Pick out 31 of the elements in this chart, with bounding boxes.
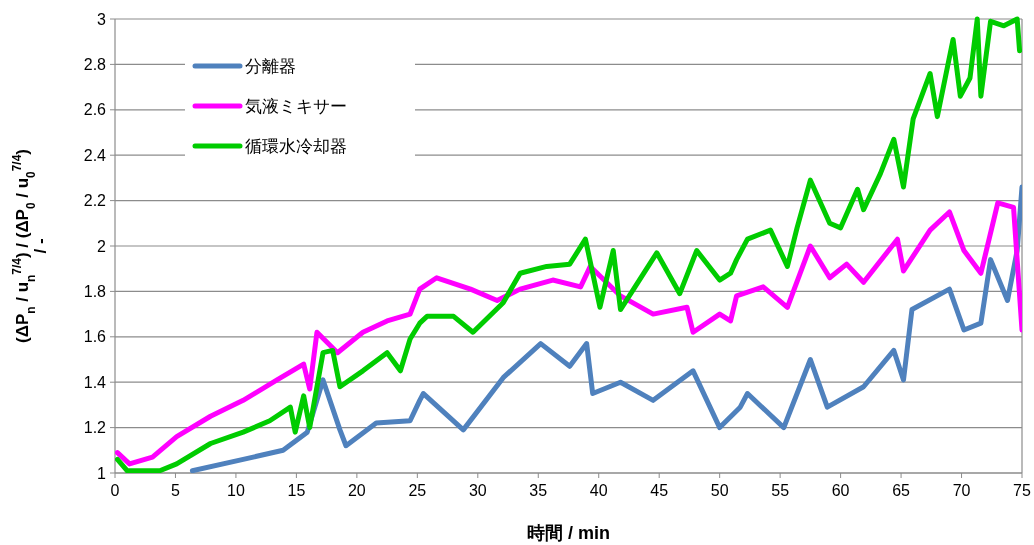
x-tick-label: 70 <box>952 482 971 499</box>
legend-label: 気液ミキサー <box>245 96 347 116</box>
x-tick-label: 50 <box>710 482 729 499</box>
y-tick-label: 2.6 <box>83 101 107 119</box>
x-axis-title: 時間 / min <box>526 523 611 543</box>
x-tick-label: 35 <box>529 482 548 499</box>
y-tick-label: 1.6 <box>83 328 107 346</box>
x-tick-label: 65 <box>892 482 911 499</box>
x-tick-label: 20 <box>347 482 366 499</box>
x-tick-label: 55 <box>771 482 790 499</box>
legend-label: 分離器 <box>245 56 296 76</box>
x-tick-label: 30 <box>468 482 487 499</box>
x-tick-label: 0 <box>110 482 120 499</box>
x-tick-label: 40 <box>589 482 608 499</box>
y-tick-label: 3 <box>97 10 107 28</box>
y-tick-label: 1.2 <box>83 419 107 437</box>
x-tick-label: 75 <box>1013 482 1031 499</box>
x-tick-label: 45 <box>650 482 669 499</box>
x-tick-label: 60 <box>831 482 850 499</box>
y-tick-label: 2 <box>97 237 107 255</box>
y-tick-label: 1.4 <box>83 373 107 391</box>
y-tick-label: 2.2 <box>83 192 107 210</box>
y-tick-label: 1 <box>97 464 107 482</box>
x-tick-label: 25 <box>408 482 427 499</box>
x-tick-label: 10 <box>227 482 245 499</box>
x-tick-label: 5 <box>171 482 181 499</box>
legend-label: 循環水冷却器 <box>245 136 347 156</box>
y-tick-label: 2.4 <box>83 146 107 164</box>
x-tick-label: 15 <box>287 482 306 499</box>
y-tick-label: 2.8 <box>83 56 107 73</box>
y-tick-label: 1.8 <box>83 283 107 300</box>
